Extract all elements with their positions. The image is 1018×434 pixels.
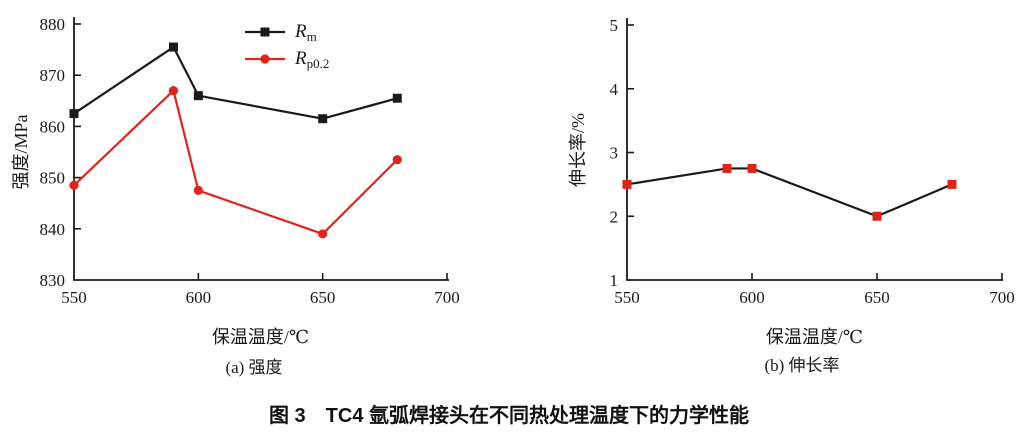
chart-a-y-axis-title: 强度/MPa [11, 114, 31, 190]
strength-data-point-marker [318, 114, 328, 124]
elongation-x-tick-label: 550 [614, 288, 640, 307]
strength-y-tick-label: 850 [40, 169, 66, 188]
elongation-y-tick-label: 1 [610, 271, 619, 290]
chart-b-y-axis-title: 伸长率/% [568, 113, 588, 187]
strength-data-point-marker [193, 91, 203, 101]
elongation-y-tick-label: 3 [610, 144, 619, 163]
strength-data-point-marker [69, 109, 79, 119]
legend-line-square-icon [245, 27, 285, 37]
elongation-y-tick-label: 4 [610, 80, 619, 99]
elongation-x-tick-label: 700 [989, 288, 1015, 307]
strength-x-tick-label: 700 [434, 288, 460, 307]
legend-swatch-marker [260, 27, 270, 37]
strength-x-tick-label: 600 [186, 288, 212, 307]
strength-y-tick-label: 860 [40, 117, 66, 136]
elongation-x-tick-label: 650 [864, 288, 890, 307]
strength-x-tick-label: 650 [310, 288, 336, 307]
elongation-data-point-marker [872, 211, 882, 221]
strength-data-point-marker [168, 85, 179, 96]
strength-data-point-marker [193, 185, 203, 195]
elongation-data-point-marker [722, 163, 732, 173]
elongation-data-point-marker [747, 163, 757, 173]
elongation-y-tick-label: 2 [610, 207, 619, 226]
legend-label-rm: Rm [295, 22, 317, 43]
strength-data-point-marker [392, 155, 402, 165]
chart-b-subcaption: (b) 伸长率 [764, 356, 840, 375]
legend-item-rp02: Rp0.2 [244, 47, 329, 71]
elongation-data-point-marker [622, 179, 632, 189]
strength-data-point-marker [392, 93, 402, 103]
elongation-x-tick-label: 600 [739, 288, 765, 307]
chart-b-x-axis-title: 保温温度/℃ [765, 327, 864, 347]
strength-data-point-marker [318, 229, 328, 239]
strength-y-tick-label: 840 [40, 220, 66, 239]
legend-line-circle-icon [245, 54, 285, 64]
strength-y-tick-label: 830 [40, 271, 66, 290]
strength-y-tick-label: 870 [40, 66, 66, 85]
strength-data-point-marker [69, 180, 79, 190]
legend-rp02-subscript: p0.2 [306, 55, 330, 71]
figure-caption: 图 3 TC4 氩弧焊接头在不同热处理温度下的力学性能 [268, 405, 750, 427]
legend-swatch-marker [260, 54, 270, 64]
legend-rm-subscript: m [306, 28, 317, 44]
legend-label-rp02: Rp0.2 [295, 49, 329, 70]
legend: Rm Rp0.2 [244, 20, 329, 71]
legend-item-rm: Rm [244, 20, 329, 44]
strength-data-point-marker [168, 42, 178, 52]
elongation-y-tick-label: 5 [610, 16, 619, 35]
strength-x-tick-label: 550 [61, 288, 87, 307]
chart-a-x-axis-title: 保温温度/℃ [211, 327, 310, 347]
chart-a-subcaption: (a) 强度 [225, 358, 283, 377]
legend-rm-symbol: R [295, 20, 307, 42]
strength-series-line-m [73, 45, 398, 120]
elongation-series-line-伸长率 [626, 167, 953, 218]
strength-y-tick-label: 880 [40, 15, 66, 34]
elongation-data-point-marker [947, 179, 957, 189]
legend-rp02-symbol: R [295, 47, 307, 69]
